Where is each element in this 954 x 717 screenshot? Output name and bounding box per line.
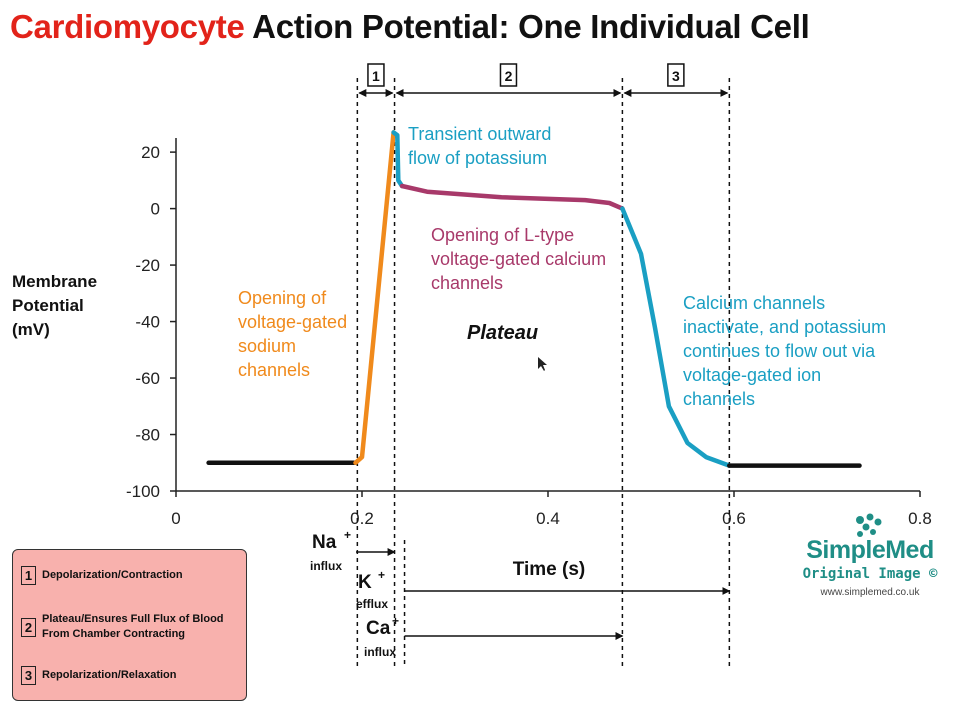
curve-transient — [391, 130, 405, 189]
title-black-part: Action Potential: One Individual Cell — [252, 8, 810, 45]
x-tick-label: 0.8 — [908, 509, 932, 528]
x-tick-label: 0.6 — [722, 509, 746, 528]
curve-plateau — [399, 183, 625, 211]
annotations: Opening of voltage-gated sodium channels Tra… — [238, 124, 886, 659]
legend-text-line: Repolarization/Relaxation — [42, 669, 177, 681]
y-axis-label-line: Potential — [12, 296, 84, 315]
ion-symbol: Na — [312, 532, 337, 553]
legend-item: 3 Repolarization/Relaxation — [21, 666, 176, 685]
y-tick-label: 20 — [141, 143, 160, 162]
legend-text-line: Depolarization/Contraction — [42, 569, 183, 581]
phase-number-box — [667, 63, 685, 87]
legend-text-line: Plateau/Ensures Full Flux of Blood — [42, 613, 224, 625]
phase-number-box — [367, 63, 385, 87]
x-tick-label: 0.4 — [536, 509, 560, 528]
x-tick-label: 0.2 — [350, 509, 374, 528]
legend-text: Plateau/Ensures Full Flux of Blood From C… — [42, 612, 224, 642]
annotation-potassium: flow of potassium — [408, 148, 547, 168]
ion-direction: influx — [310, 559, 342, 573]
annotation-repolarization: inactivate, and potassium — [683, 317, 886, 337]
logo-name: SimpleMed — [806, 536, 934, 564]
logo-url: www.simplemed.co.uk — [820, 587, 920, 598]
legend-number: 3 — [21, 666, 36, 685]
annotation-repolarization: continues to flow out via — [683, 341, 876, 361]
legend-number: 1 — [21, 566, 36, 585]
ion-symbol: K — [358, 572, 372, 593]
annotation-repolarization: Calcium channels — [683, 293, 825, 313]
cursor-icon — [538, 357, 547, 371]
molecule-icon — [856, 513, 882, 537]
y-axis-label-line: (mV) — [12, 320, 50, 339]
phase-number: 3 — [672, 68, 680, 84]
chart-title: Cardiomyocyte Action Potential: One Indi… — [10, 8, 810, 46]
annotation-sodium: sodium — [238, 336, 296, 356]
x-axis-label: Time (s) — [513, 559, 586, 580]
phase-number: 2 — [505, 68, 513, 84]
legend-text: Repolarization/Relaxation — [42, 668, 176, 683]
y-tick-label: -80 — [135, 426, 160, 445]
series — [206, 130, 862, 468]
annotation-plateau: Plateau — [467, 322, 538, 344]
legend-text: Depolarization/Contraction — [42, 568, 183, 583]
y-tick-label: -20 — [135, 256, 160, 275]
annotation-repolarization: channels — [683, 389, 755, 409]
legend-number: 2 — [21, 617, 36, 637]
y-tick-label: -40 — [135, 313, 160, 332]
legend-item: 1 Depolarization/Contraction — [21, 566, 183, 585]
annotation-sodium: Opening of — [238, 288, 327, 308]
ion-charge: + — [392, 614, 399, 628]
ion-charge: + — [378, 568, 385, 582]
phase-number: 1 — [372, 68, 380, 84]
annotation-calcium: channels — [431, 273, 503, 293]
y-tick-label: -100 — [126, 482, 160, 501]
legend-text-line: From Chamber Contracting — [42, 628, 186, 640]
annotation-sodium: channels — [238, 360, 310, 380]
annotation-calcium: Opening of L-type — [431, 225, 574, 245]
ion-direction: efflux — [356, 597, 388, 611]
annotation-calcium: voltage-gated calcium — [431, 249, 606, 269]
curve-depolarization — [353, 130, 396, 466]
y-axis-label-line: Membrane — [12, 272, 98, 291]
y-tick-label: 0 — [151, 200, 160, 219]
y-tick-label: -60 — [135, 369, 160, 388]
annotation-sodium: voltage-gated — [238, 312, 347, 332]
ion-charge: + — [344, 528, 351, 542]
ion-direction: influx — [364, 645, 396, 659]
phase-guides: 1 2 3 — [356, 63, 731, 668]
title-red-part: Cardiomyocyte — [10, 8, 245, 45]
phase-number-box — [499, 63, 518, 87]
x-tick-label: 0 — [171, 509, 180, 528]
legend-item: 2 Plateau/Ensures Full Flux of Blood From… — [21, 612, 224, 642]
logo-subtitle: Original Image © — [802, 566, 938, 582]
ion-symbol: Ca — [366, 618, 391, 639]
y-axis-label: Membrane Potential (mV) — [12, 270, 97, 342]
simplemed-logo: SimpleMed Original Image © www.simplemed… — [790, 512, 950, 598]
annotation-potassium: Transient outward — [408, 124, 551, 144]
phase-legend: 1 Depolarization/Contraction 2 Plateau/E… — [12, 549, 247, 701]
curve-repolarization — [620, 206, 732, 468]
axes: 20 0 -20 -40 -60 -80 -100 0 0.2 0.4 0.6 0.8 Time (s) — [126, 138, 932, 580]
annotation-repolarization: voltage-gated ion — [683, 365, 821, 385]
